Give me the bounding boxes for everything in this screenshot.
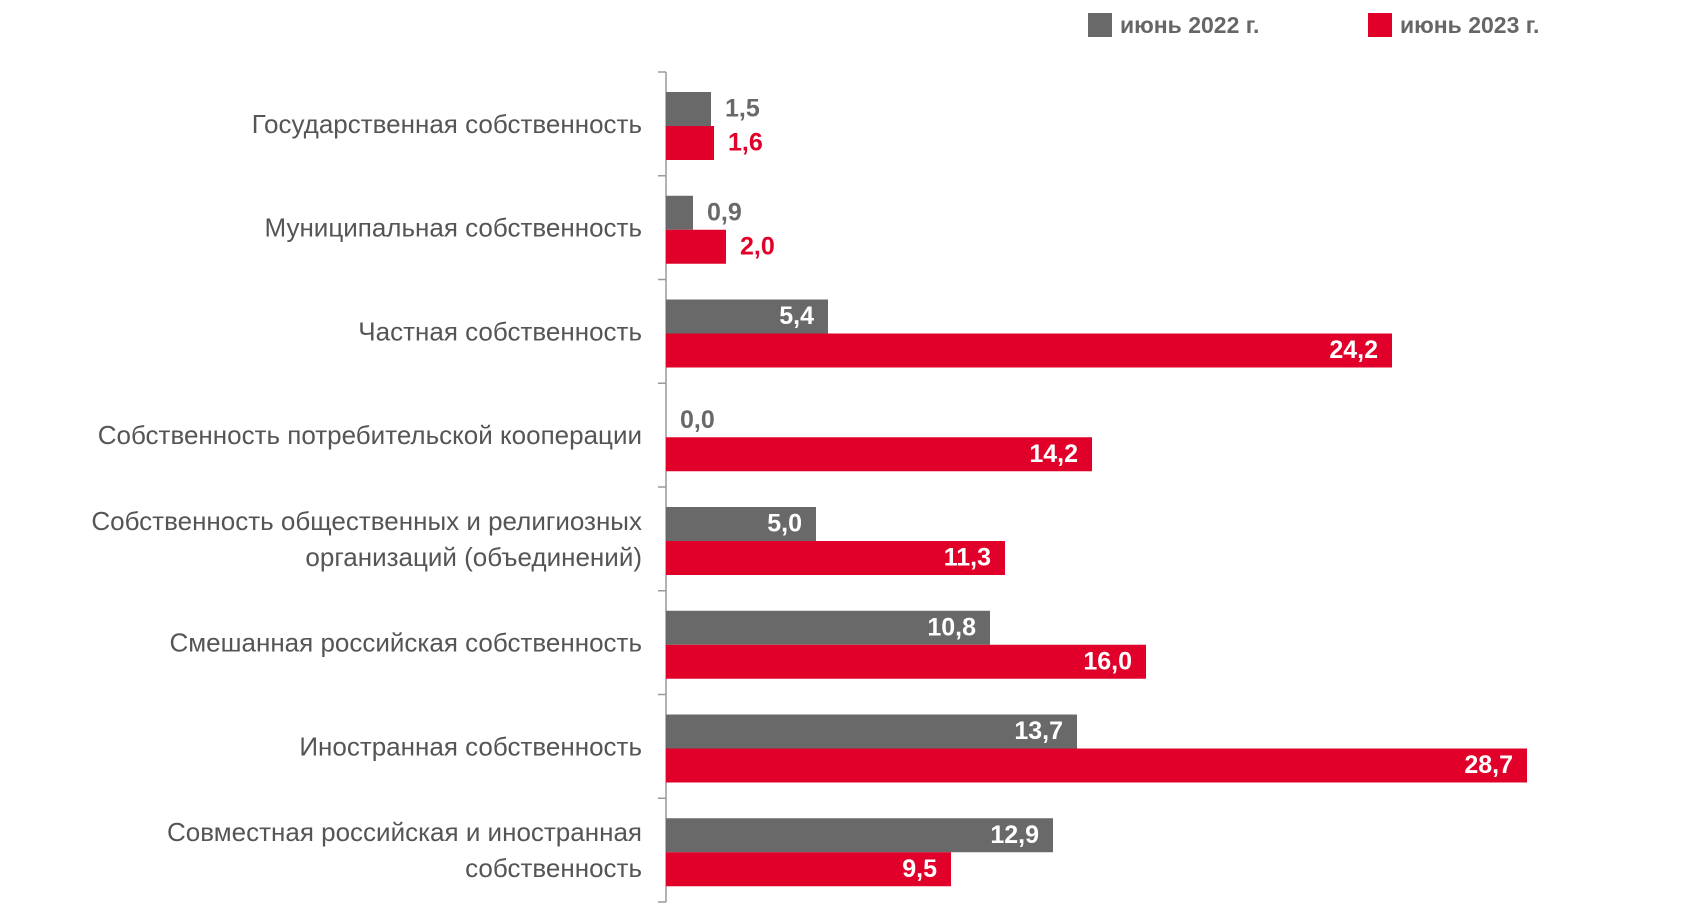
bar-2022 [666,507,816,541]
bar-2023 [666,541,1005,575]
data-label-2023: 1,6 [728,129,763,157]
data-label-2023: 28,7 [1464,751,1513,779]
category-label: собственность [465,853,642,883]
category-label: Иностранная собственность [299,731,642,761]
bar-2023 [666,748,1527,783]
legend-item-2023: июнь 2023 г. [1368,8,1539,42]
data-label-2023: 9,5 [902,855,937,883]
data-label-2022: 5,4 [779,302,814,330]
category-label: Совместная российская и иностранная [167,817,642,847]
legend-item-2022: июнь 2022 г. [1088,8,1259,42]
data-label-2022: 5,0 [767,510,802,538]
category-label: организаций (объединений) [305,542,642,572]
data-label-2023: 2,0 [740,232,775,260]
category-label: Государственная собственность [252,109,642,139]
bar-2023 [666,644,1146,679]
bar-2023 [666,437,1092,472]
bar-2023 [666,229,726,264]
legend-swatch-2022 [1088,13,1112,37]
data-label-2023: 11,3 [944,544,991,572]
bar-2022 [666,195,693,230]
category-label: Смешанная российская собственность [170,628,642,658]
bar-2022 [666,714,1077,749]
data-label-2023: 14,2 [1029,440,1078,468]
bar-2022 [666,610,990,645]
data-label-2022: 12,9 [990,821,1039,849]
category-label: Собственность потребительской кооперации [98,420,642,450]
data-label-2022: 0,0 [680,406,715,434]
bar-2022 [666,92,711,126]
bar-2023 [666,126,714,160]
legend-swatch-2023 [1368,13,1392,37]
data-label-2022: 0,9 [707,198,742,226]
legend-label-2023: июнь 2023 г. [1400,11,1540,38]
data-label-2022: 13,7 [1014,717,1063,745]
category-label: Частная собственность [358,316,642,346]
category-label: Муниципальная собственность [265,213,643,243]
bar-2022 [666,818,1053,853]
bar-2022 [666,299,828,334]
data-label-2023: 24,2 [1329,336,1378,364]
bar-2023 [666,852,951,887]
data-label-2022: 10,8 [927,613,976,641]
data-label-2023: 16,0 [1083,647,1132,675]
bar-2023 [666,333,1392,368]
category-label: Собственность общественных и религиозных [91,506,642,536]
legend-label-2022: июнь 2022 г. [1120,11,1260,38]
data-label-2022: 1,5 [725,95,760,123]
